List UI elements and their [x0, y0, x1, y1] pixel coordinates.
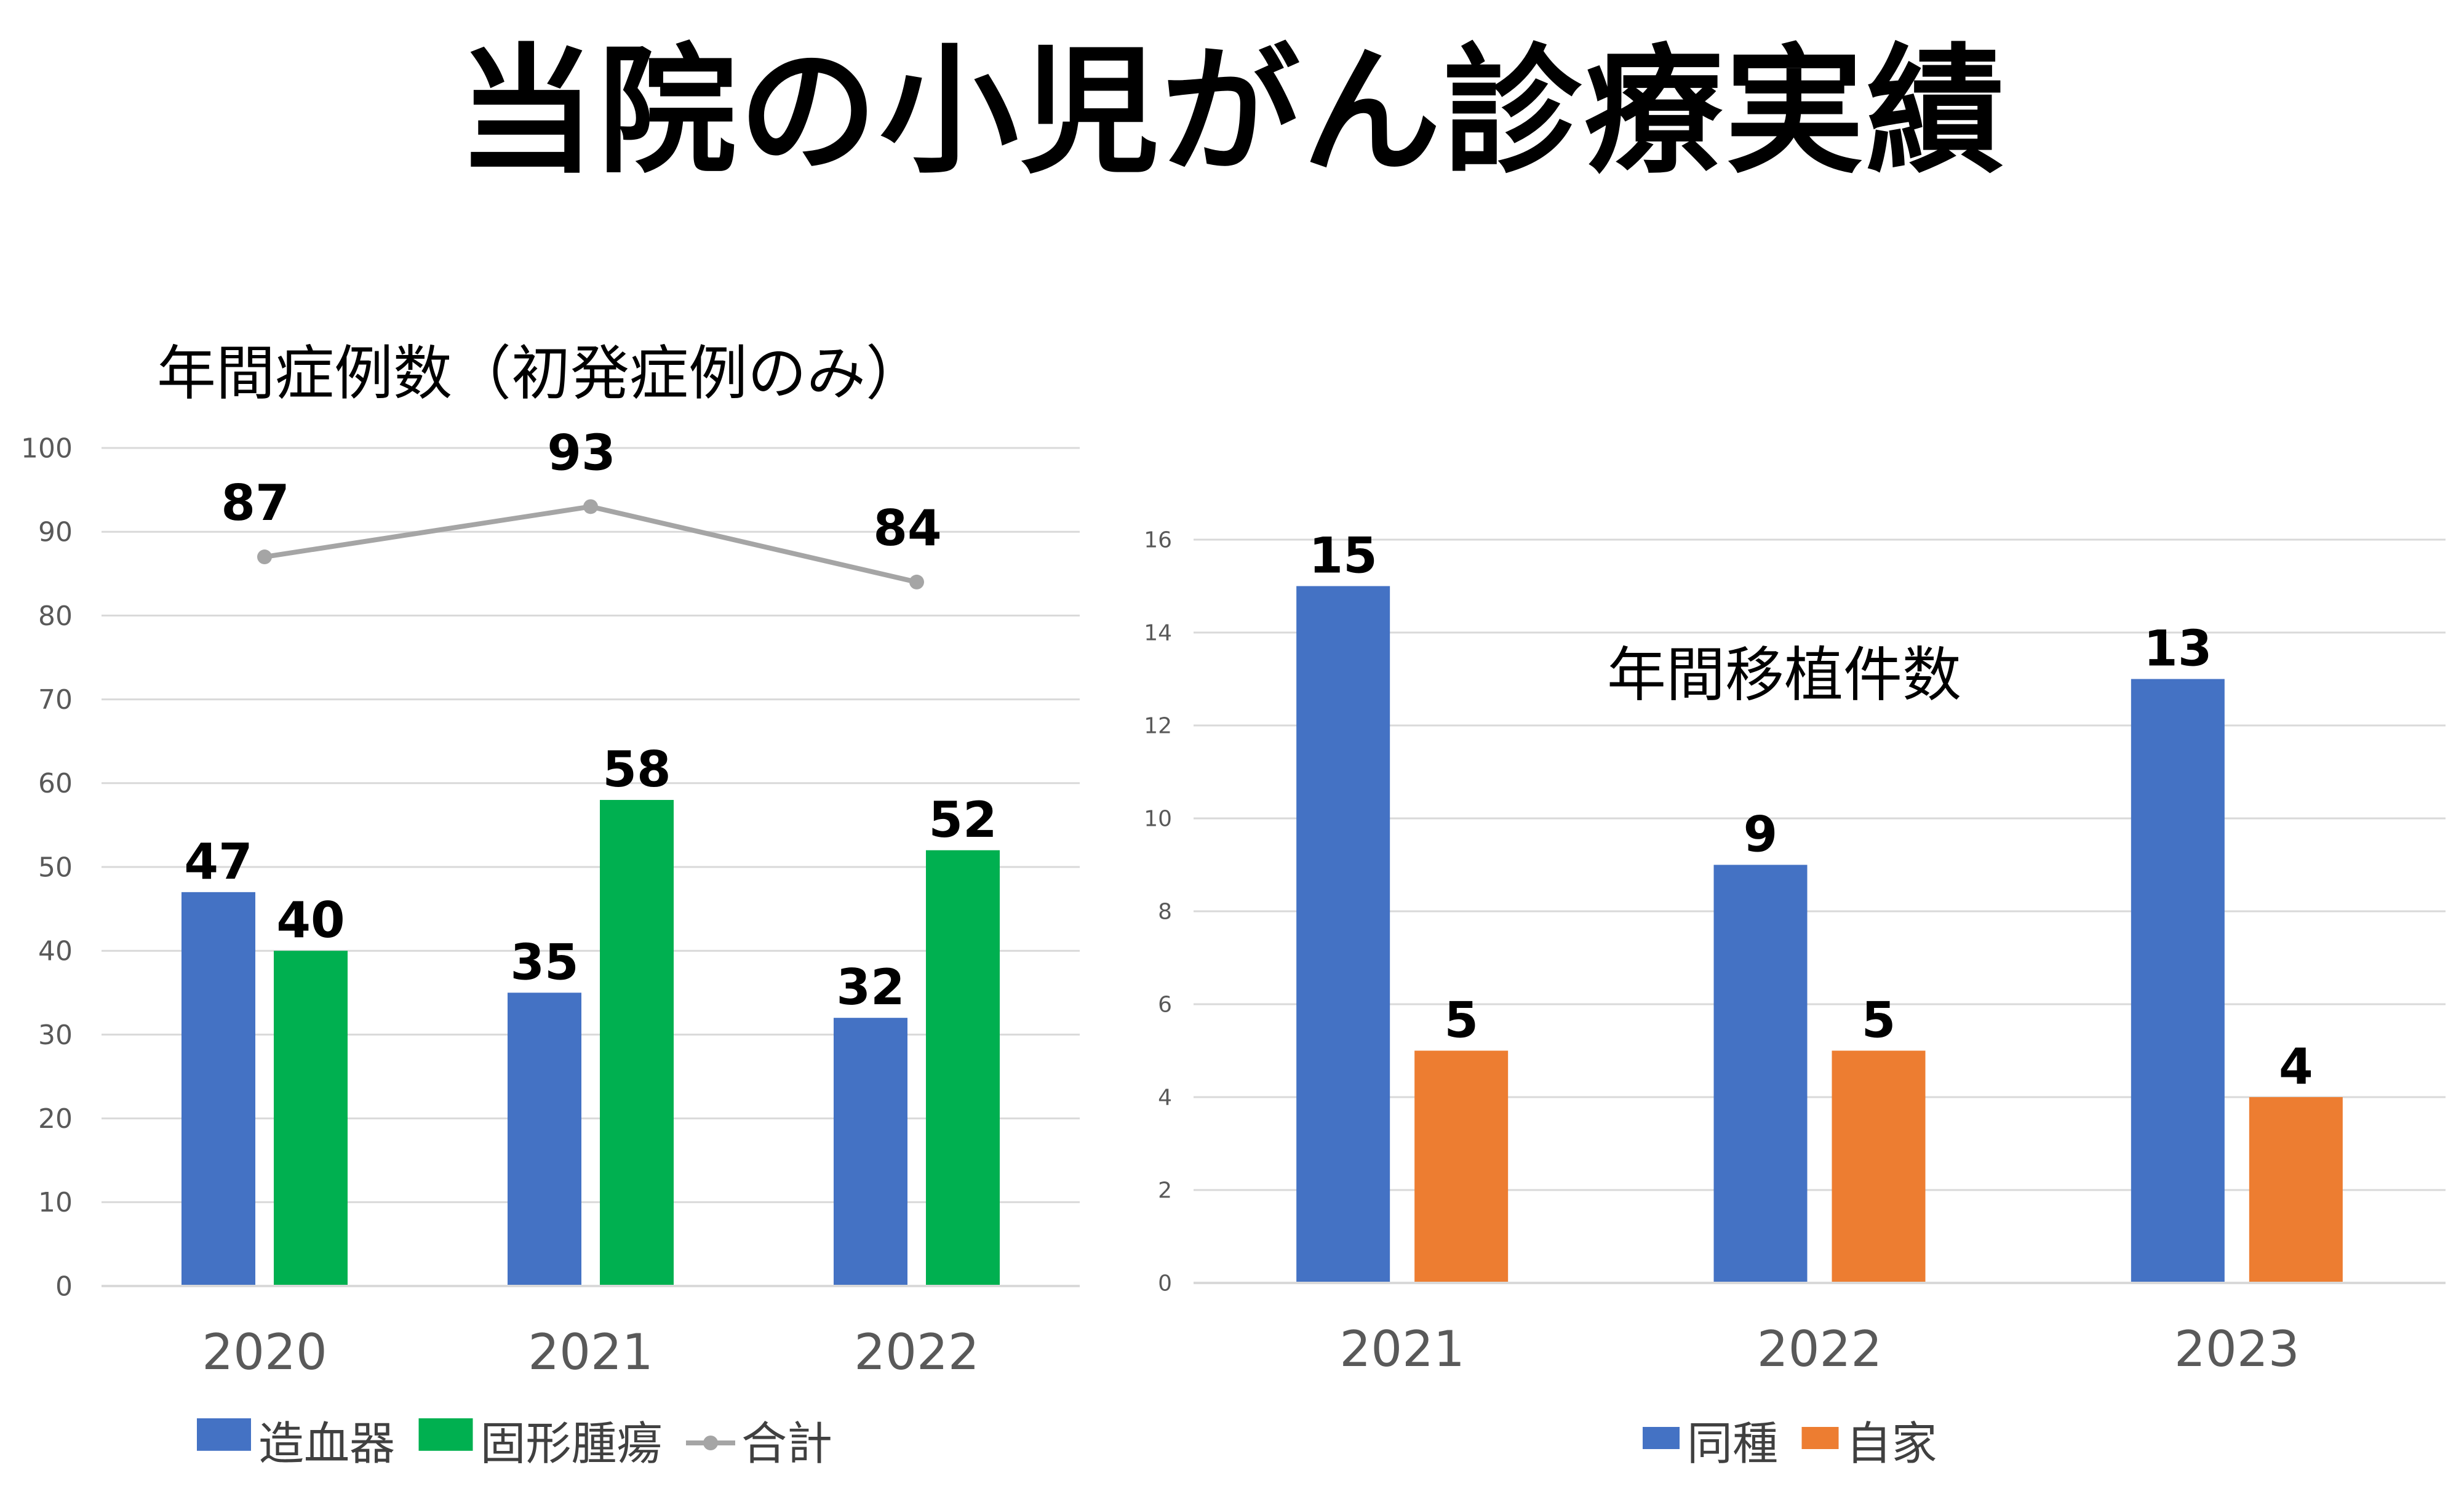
data-label: 40	[276, 892, 345, 949]
y-tick-label: 30	[38, 1020, 73, 1051]
bar-cases-series-1	[926, 850, 1000, 1286]
page-title: 当院の小児がん診療実績	[457, 31, 2007, 193]
data-label: 4	[2279, 1038, 2313, 1095]
data-label: 35	[510, 933, 578, 991]
y-tick-label: 2	[1158, 1178, 1172, 1204]
legend-label: 自家	[1846, 1418, 1937, 1471]
data-label: 15	[1309, 527, 1378, 585]
bar-cases-series-0	[181, 892, 255, 1286]
line-point	[583, 499, 598, 514]
y-tick-label: 10	[1144, 807, 1172, 832]
x-tick-label: 2023	[2174, 1320, 2300, 1378]
data-label: 52	[928, 791, 997, 849]
y-tick-label: 8	[1158, 900, 1172, 925]
line-point	[257, 549, 272, 565]
y-tick-label: 0	[1158, 1271, 1172, 1296]
bar-cases-series-0	[834, 1018, 907, 1286]
chart-title: 年間移植件数	[1607, 641, 1961, 709]
y-tick-label: 20	[38, 1103, 73, 1135]
legend-label: 同種	[1687, 1418, 1778, 1471]
line-total	[264, 504, 917, 585]
bar-transplants-series-1	[1832, 1050, 1926, 1283]
bar-cases-series-1	[274, 951, 348, 1286]
x-tick-label: 2022	[854, 1324, 979, 1381]
y-tick-label: 12	[1144, 714, 1172, 739]
data-label: 93	[547, 424, 615, 481]
chart-title: 年間症例数（初発症例のみ）	[157, 339, 925, 408]
y-tick-label: 4	[1158, 1085, 1172, 1111]
data-label: 32	[836, 959, 904, 1016]
data-label: 84	[873, 500, 941, 557]
y-tick-label: 6	[1158, 993, 1172, 1018]
y-tick-label: 60	[38, 768, 73, 799]
x-tick-label: 2020	[202, 1324, 327, 1381]
data-label: 47	[184, 833, 252, 890]
bar-transplants-series-0	[1296, 586, 1390, 1283]
legend-marker	[703, 1436, 718, 1450]
data-label: 5	[1444, 992, 1478, 1049]
bar-cases-series-1	[600, 800, 674, 1286]
x-tick-label: 2021	[1339, 1320, 1465, 1378]
data-label: 5	[1862, 992, 1896, 1049]
bar-cases-series-0	[508, 993, 581, 1286]
bar-transplants-series-0	[1713, 865, 1808, 1283]
legend-swatch	[418, 1418, 473, 1451]
legend-label: 造血器	[258, 1418, 395, 1471]
bar-transplants-series-1	[1414, 1050, 1509, 1283]
y-tick-label: 0	[55, 1271, 73, 1302]
data-label: 87	[221, 474, 289, 532]
bar-transplants-series-0	[2131, 679, 2225, 1283]
y-tick-label: 14	[1144, 621, 1172, 646]
legend-swatch	[197, 1418, 251, 1451]
x-tick-label: 2021	[528, 1324, 653, 1381]
legend-swatch	[1801, 1427, 1839, 1449]
line-point	[909, 574, 924, 589]
annual-cases-chart: 年間症例数（初発症例のみ） 0 10 20 30 40 50 60 70 80 90 100 2020 4…	[21, 339, 1080, 1471]
legend-label: 合計	[741, 1418, 832, 1471]
bar-transplants-series-1	[2249, 1097, 2343, 1283]
legend-swatch	[1643, 1427, 1680, 1449]
legend-label: 固形腫瘍	[480, 1418, 663, 1471]
y-tick-label: 10	[38, 1187, 73, 1218]
x-tick-label: 2022	[1757, 1320, 1883, 1378]
annual-transplants-chart: 年間移植件数 0 2 4 6 8 10 12 14 16 2021 15 5 2022 9 5 2023 13 4 同…	[1144, 527, 2446, 1471]
data-label: 13	[2143, 620, 2212, 677]
y-tick-label: 100	[21, 433, 73, 464]
y-tick-label: 50	[38, 852, 73, 883]
data-label: 9	[1744, 806, 1778, 863]
y-tick-label: 40	[38, 936, 73, 967]
y-tick-label: 70	[38, 684, 73, 716]
y-tick-label: 16	[1144, 528, 1172, 553]
y-tick-label: 80	[38, 601, 73, 632]
y-tick-label: 90	[38, 517, 73, 548]
data-label: 58	[602, 741, 671, 798]
